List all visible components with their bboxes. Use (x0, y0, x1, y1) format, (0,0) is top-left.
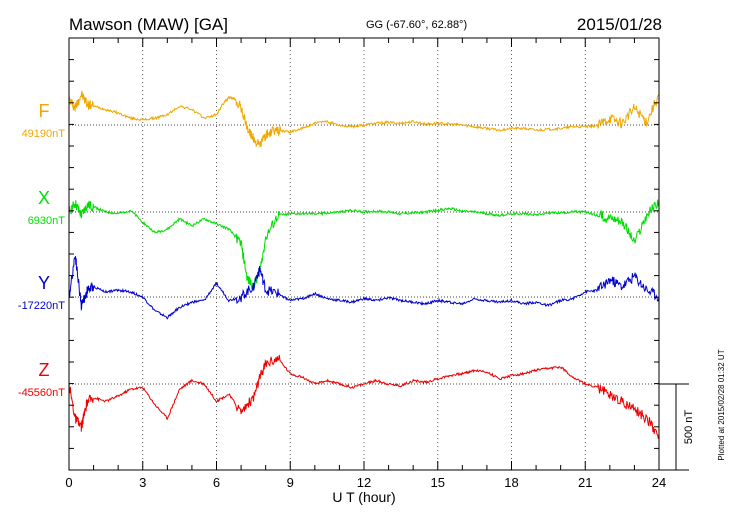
x-axis-label: U T (hour) (332, 489, 395, 505)
chart-title: Mawson (MAW) [GA] (69, 15, 228, 34)
x-tick-label: 6 (213, 475, 220, 490)
axis-ticks: 0 3 6 9 12 15 18 21 24 (65, 37, 666, 490)
scale-bar-label: 500 nT (683, 410, 695, 445)
x-tick-label: 24 (652, 475, 666, 490)
series-lines (68, 90, 660, 439)
series-baseline-x: 6930nT (28, 215, 66, 227)
series-labels: F 49190nT X 6930nT Y -17220nT Z -45560nT (18, 101, 65, 399)
series-baseline-z: -45560nT (18, 387, 65, 399)
series-name-z: Z (39, 360, 50, 380)
x-tick-label: 12 (357, 475, 371, 490)
grid-lines (142, 38, 586, 470)
series-name-y: Y (38, 273, 50, 293)
series-line-z (68, 354, 660, 439)
x-tick-label: 21 (578, 475, 592, 490)
series-name-f: F (39, 101, 50, 121)
series-name-x: X (38, 188, 50, 208)
x-tick-label: 9 (287, 475, 294, 490)
x-tick-label: 15 (431, 475, 445, 490)
x-tick-label: 3 (139, 475, 146, 490)
x-tick-label: 18 (504, 475, 518, 490)
series-baseline-y: -17220nT (18, 300, 65, 312)
chart-date: 2015/01/28 (577, 15, 662, 34)
series-line-f (68, 90, 660, 148)
series-baseline-f: 49190nT (22, 128, 66, 140)
x-tick-label: 0 (65, 475, 72, 490)
plotted-timestamp: Plotted at 2015/02/28 01:32 UT (717, 349, 726, 460)
station-coords: GG (-67.60°, 62.88°) (366, 19, 467, 31)
series-line-x (68, 199, 660, 291)
series-line-y (68, 256, 660, 320)
